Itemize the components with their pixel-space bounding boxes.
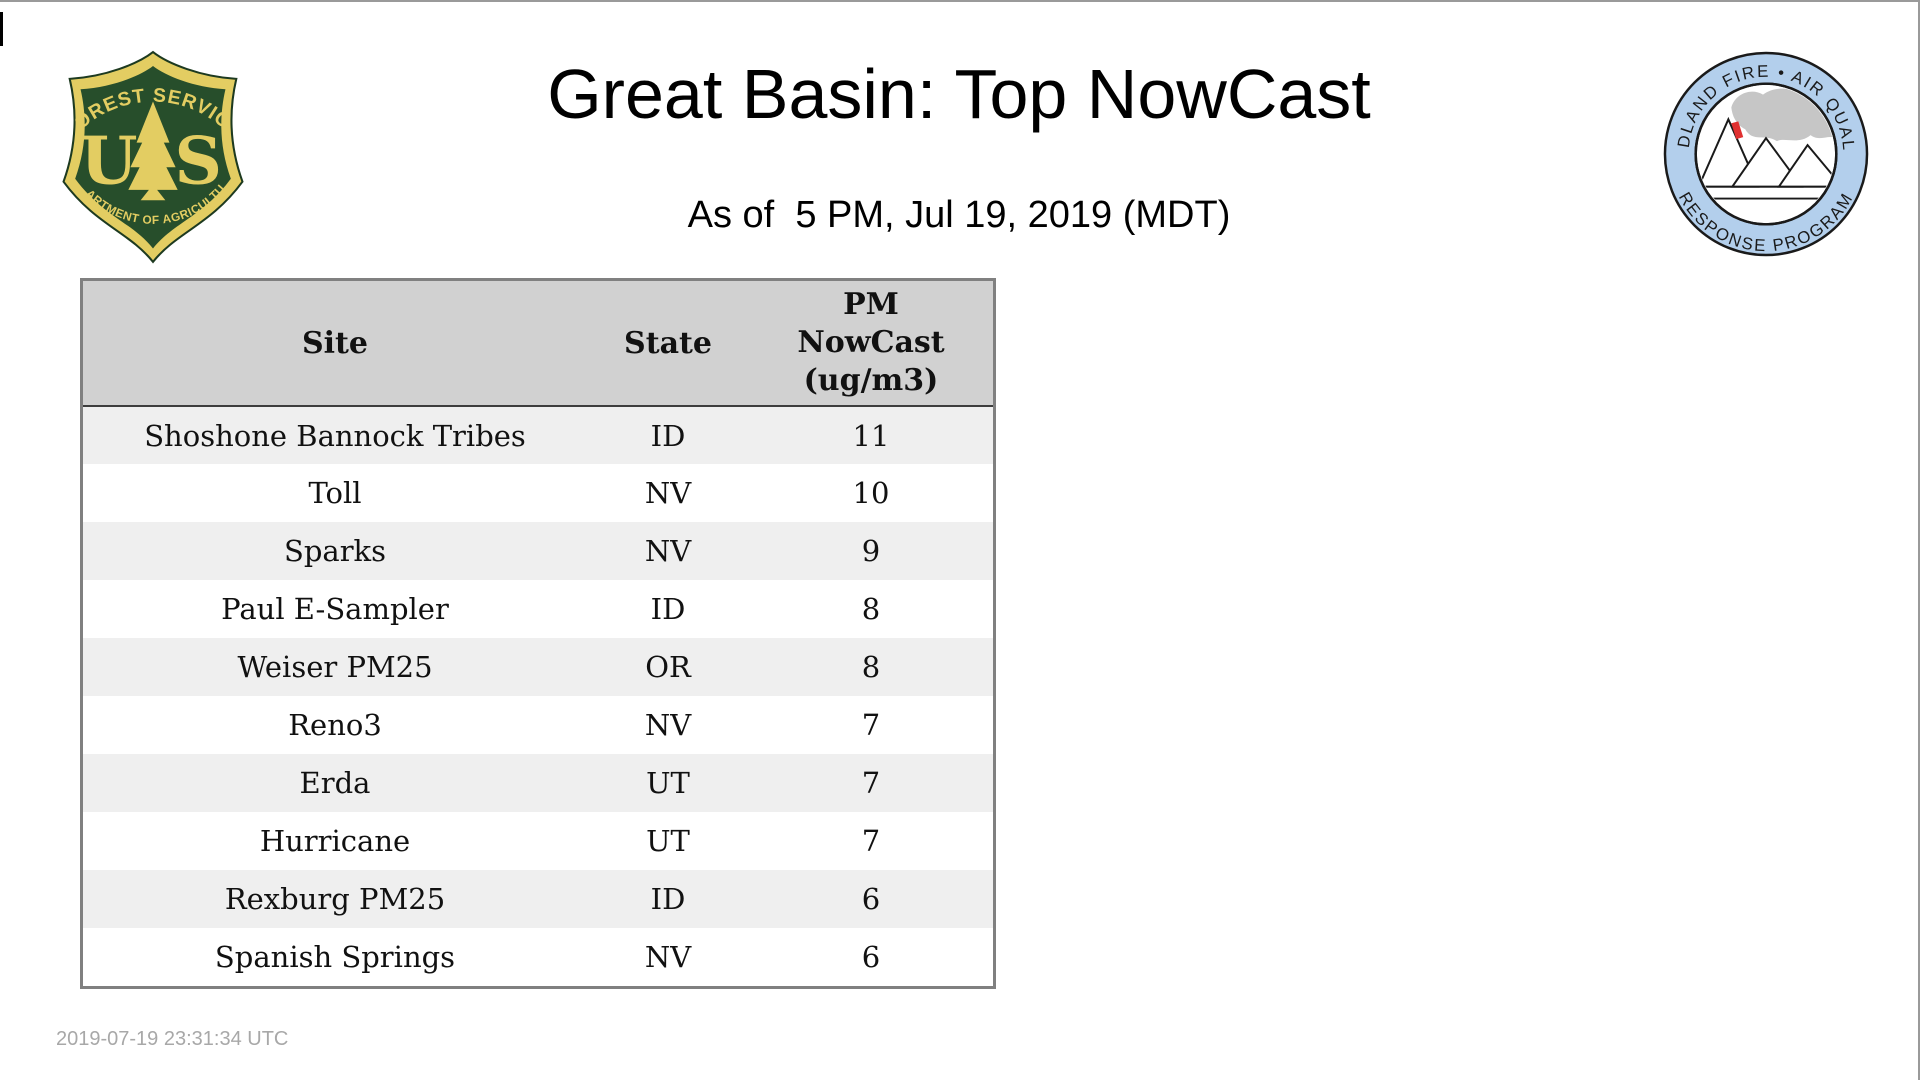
usfs-shield-logo: FOREST SERVICE DEPARTMENT OF AGRICULTURE… bbox=[50, 48, 244, 264]
table-row: Reno3 NV 7 bbox=[83, 696, 993, 754]
pm-cell: 7 bbox=[861, 708, 881, 742]
site-cell: Paul E-Sampler bbox=[221, 592, 449, 626]
site-cell: Spanish Springs bbox=[214, 940, 456, 974]
header-site: Site bbox=[83, 281, 587, 407]
state-cell: NV bbox=[644, 708, 692, 742]
pm-cell: 6 bbox=[861, 882, 881, 916]
site-cell: Rexburg PM25 bbox=[224, 882, 446, 916]
table-row: Weiser PM25 OR 8 bbox=[83, 638, 993, 696]
table-header-row: Site State PM NowCast (ug/m3) bbox=[83, 281, 993, 407]
footer-timestamp: 2019-07-19 23:31:34 UTC bbox=[56, 1028, 289, 1050]
pm-cell: 7 bbox=[861, 766, 881, 800]
table-row: Erda UT 7 bbox=[83, 754, 993, 812]
pm-cell: 8 bbox=[861, 650, 881, 684]
state-cell: ID bbox=[650, 418, 686, 453]
table-row: Spanish Springs NV 6 bbox=[83, 928, 993, 986]
site-cell: Erda bbox=[299, 766, 371, 800]
state-cell: NV bbox=[644, 940, 692, 974]
left-edge-artifact bbox=[0, 12, 3, 46]
state-cell: ID bbox=[650, 592, 686, 626]
usfs-letter-u: U bbox=[80, 122, 137, 200]
pm-cell: 9 bbox=[861, 534, 881, 568]
table-row: Rexburg PM25 ID 6 bbox=[83, 870, 993, 928]
table-row: Paul E-Sampler ID 8 bbox=[83, 580, 993, 638]
pm-cell: 7 bbox=[861, 824, 881, 858]
pm-cell: 8 bbox=[861, 592, 881, 626]
state-cell: OR bbox=[645, 650, 691, 684]
header-pm-line-2: NowCast bbox=[797, 325, 945, 360]
table-row: Sparks NV 9 bbox=[83, 522, 993, 580]
header-pm-line-3: (ug/m3) bbox=[803, 363, 939, 398]
header-pm-nowcast: PM NowCast (ug/m3) bbox=[749, 281, 993, 407]
ground-lines bbox=[1697, 185, 1835, 200]
header-pm-line-1: PM bbox=[843, 287, 899, 322]
nowcast-table: Site State PM NowCast (ug/m3) Shoshone B… bbox=[83, 281, 993, 986]
site-cell: Toll bbox=[308, 476, 362, 510]
nowcast-table-container: Site State PM NowCast (ug/m3) Shoshone B… bbox=[80, 278, 996, 989]
pm-cell: 10 bbox=[852, 476, 890, 510]
flame-mark-icon bbox=[1731, 121, 1744, 140]
table-row: Shoshone Bannock Tribes ID 11 bbox=[83, 406, 993, 464]
wfaqrp-logo: WILDLAND FIRE • AIR QUALITY RESPONSE PRO… bbox=[1662, 50, 1869, 257]
header-state: State bbox=[587, 281, 749, 407]
page-subtitle: As of 5 PM, Jul 19, 2019 (MDT) bbox=[687, 194, 1231, 236]
state-cell: ID bbox=[650, 882, 686, 916]
site-cell: Sparks bbox=[283, 534, 387, 568]
site-cell: Shoshone Bannock Tribes bbox=[144, 418, 526, 453]
pm-cell: 11 bbox=[852, 418, 890, 453]
site-cell: Reno3 bbox=[288, 708, 382, 742]
table-row: Hurricane UT 7 bbox=[83, 812, 993, 870]
page-title: Great Basin: Top NowCast bbox=[547, 55, 1371, 133]
state-cell: UT bbox=[646, 824, 690, 858]
state-cell: NV bbox=[644, 476, 692, 510]
pm-cell: 6 bbox=[861, 940, 881, 974]
table-row: Toll NV 10 bbox=[83, 464, 993, 522]
pine-tree-icon bbox=[128, 101, 178, 201]
state-cell: UT bbox=[646, 766, 690, 800]
state-cell: NV bbox=[644, 534, 692, 568]
site-cell: Hurricane bbox=[259, 824, 411, 858]
site-cell: Weiser PM25 bbox=[237, 650, 433, 684]
usfs-letter-s: S bbox=[174, 122, 222, 200]
